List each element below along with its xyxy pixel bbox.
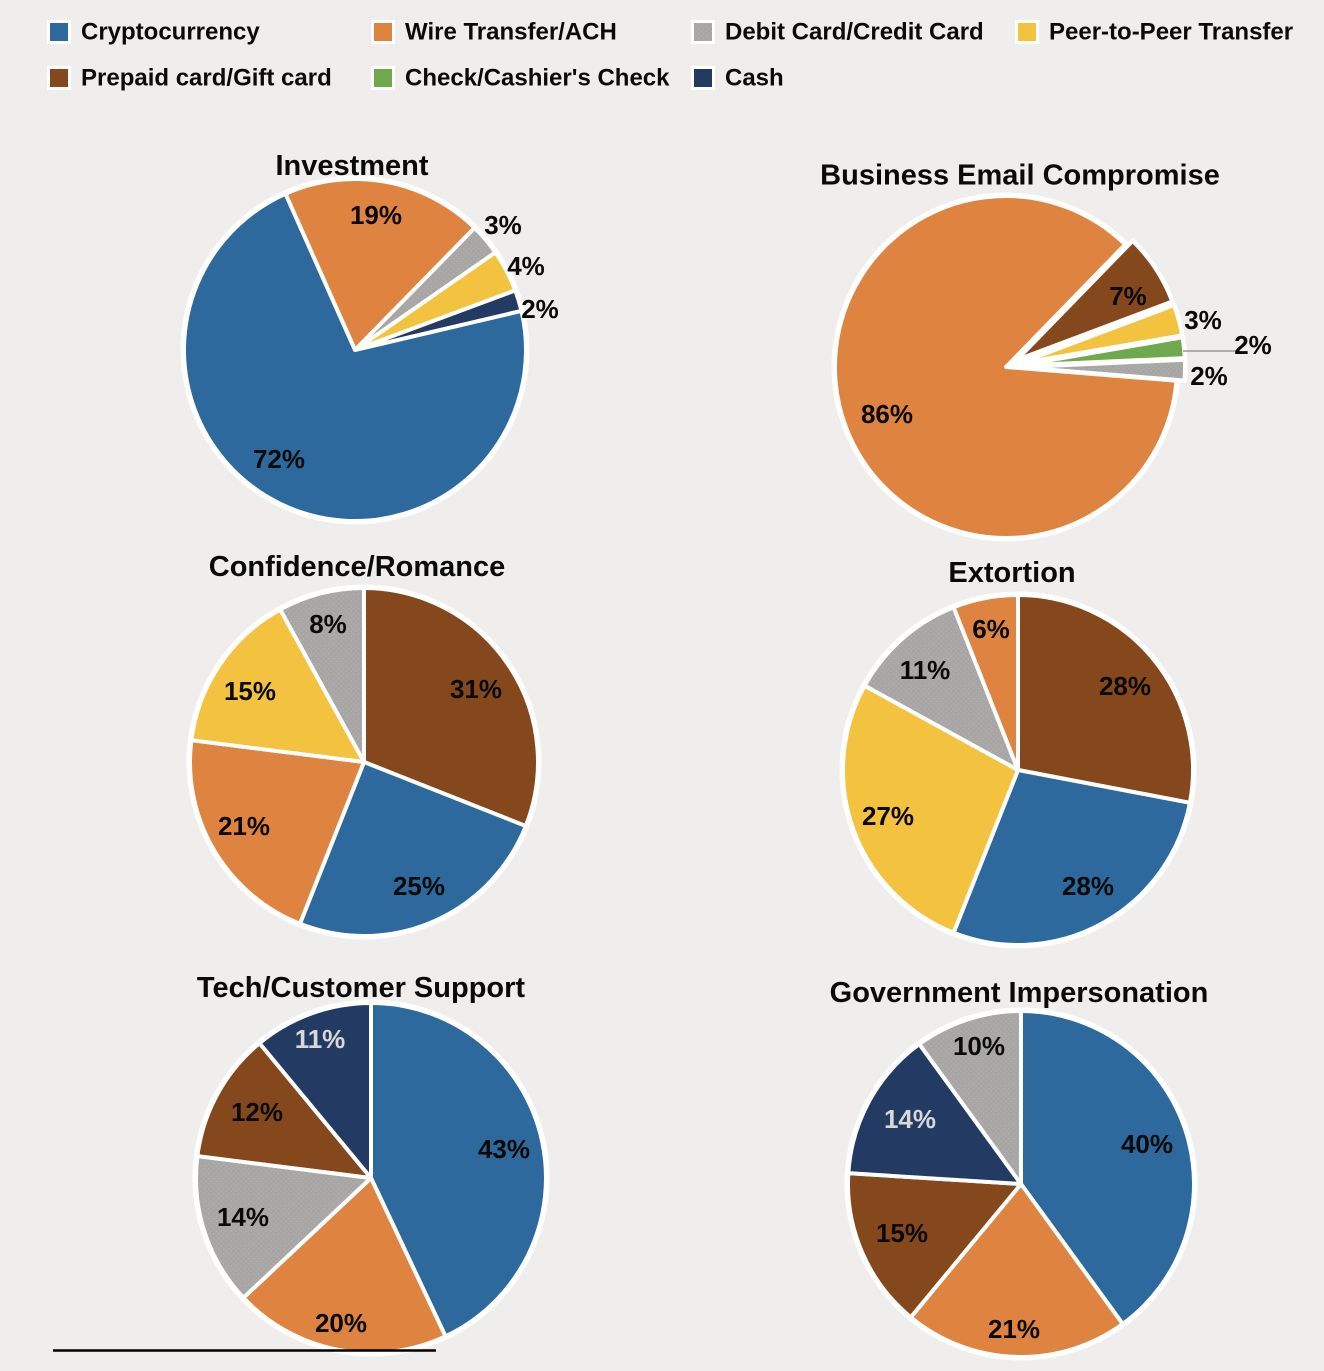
svg-text:Confidence/Romance: Confidence/Romance <box>209 551 506 583</box>
svg-text:15%: 15% <box>876 1218 928 1248</box>
svg-text:72%: 72% <box>253 444 305 474</box>
svg-text:Extortion: Extortion <box>948 557 1075 589</box>
svg-text:86%: 86% <box>861 399 913 429</box>
svg-text:28%: 28% <box>1099 671 1151 701</box>
svg-text:21%: 21% <box>988 1314 1040 1344</box>
svg-text:14%: 14% <box>217 1202 269 1232</box>
svg-text:3%: 3% <box>484 210 522 240</box>
svg-text:Peer-to-Peer Transfer: Peer-to-Peer Transfer <box>1049 19 1293 46</box>
svg-text:Cash: Cash <box>725 65 784 92</box>
svg-text:27%: 27% <box>862 801 914 831</box>
svg-text:6%: 6% <box>972 614 1010 644</box>
svg-text:25%: 25% <box>393 871 445 901</box>
svg-text:3%: 3% <box>1184 305 1222 335</box>
svg-text:20%: 20% <box>315 1308 367 1338</box>
svg-text:14%: 14% <box>884 1104 936 1134</box>
svg-text:2%: 2% <box>521 294 559 324</box>
svg-text:19%: 19% <box>350 200 402 230</box>
svg-text:Business Email Compromise: Business Email Compromise <box>820 160 1220 192</box>
svg-text:31%: 31% <box>450 674 502 704</box>
svg-text:28%: 28% <box>1062 871 1114 901</box>
svg-text:Debit Card/Credit Card: Debit Card/Credit Card <box>725 19 984 46</box>
svg-text:15%: 15% <box>224 676 276 706</box>
svg-text:Government Impersonation: Government Impersonation <box>830 977 1209 1009</box>
svg-text:11%: 11% <box>900 655 951 685</box>
svg-text:7%: 7% <box>1109 281 1147 311</box>
svg-text:12%: 12% <box>231 1097 283 1127</box>
svg-text:Wire Transfer/ACH: Wire Transfer/ACH <box>405 19 617 46</box>
svg-text:Prepaid card/Gift card: Prepaid card/Gift card <box>81 65 332 92</box>
svg-text:2%: 2% <box>1190 361 1228 391</box>
svg-text:Check/Cashier's Check: Check/Cashier's Check <box>405 65 670 92</box>
svg-text:40%: 40% <box>1121 1129 1173 1159</box>
svg-text:21%: 21% <box>218 811 270 841</box>
svg-text:Tech/Customer Support: Tech/Customer Support <box>197 972 525 1004</box>
svg-text:8%: 8% <box>309 609 347 639</box>
svg-text:43%: 43% <box>478 1134 530 1164</box>
svg-text:2%: 2% <box>1234 330 1272 360</box>
svg-text:4%: 4% <box>507 251 545 281</box>
svg-text:11%: 11% <box>295 1024 346 1054</box>
svg-text:Cryptocurrency: Cryptocurrency <box>81 19 260 46</box>
svg-text:10%: 10% <box>953 1031 1005 1061</box>
